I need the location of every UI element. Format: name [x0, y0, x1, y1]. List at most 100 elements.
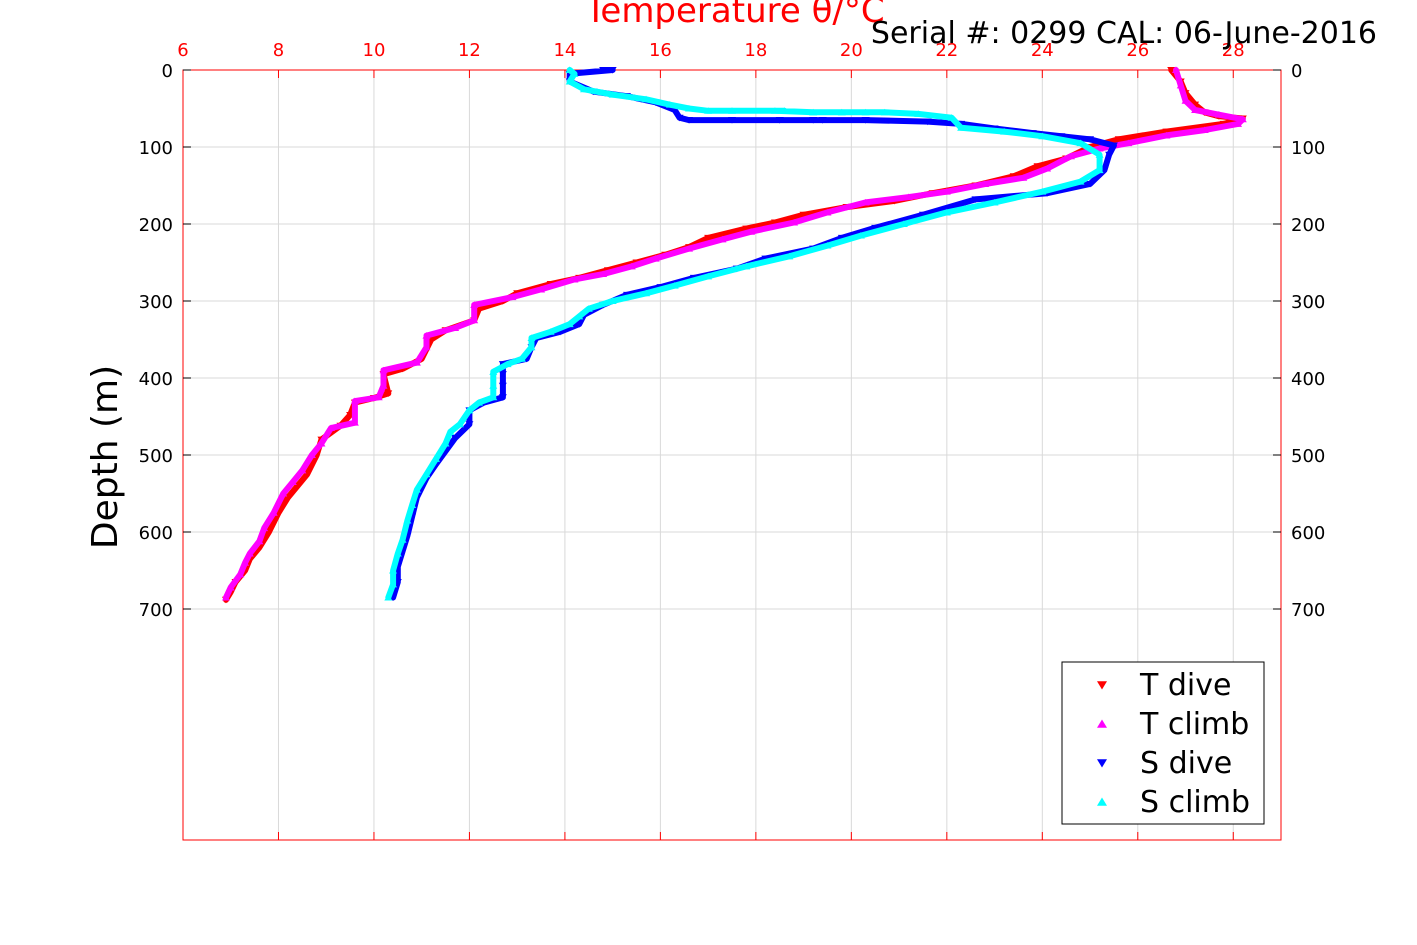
data-point-3-57 [642, 95, 651, 103]
y-tick-label-left-7: 700 [139, 600, 173, 621]
data-point-3-19 [517, 355, 526, 362]
data-point-3-44 [957, 124, 966, 131]
data-point-2-20 [1086, 136, 1095, 143]
data-point-1-11 [307, 451, 316, 458]
data-point-0-3 [1191, 101, 1200, 109]
x-tick-label-4: 14 [553, 40, 576, 61]
data-point-3-37 [1038, 188, 1047, 195]
data-point-1-27 [570, 275, 579, 283]
data-point-3-62 [565, 66, 574, 73]
data-point-2-12 [809, 117, 818, 124]
x-tick-label-0: 6 [177, 40, 188, 61]
data-point-1-25 [508, 293, 517, 301]
data-point-3-53 [728, 107, 736, 114]
data-point-2-44 [498, 371, 507, 378]
data-point-2-38 [575, 321, 584, 328]
data-point-1-31 [685, 245, 694, 252]
x-tick-label-7: 20 [840, 40, 863, 61]
data-point-1-29 [627, 262, 636, 270]
y-tick-label-left-6: 600 [139, 523, 173, 544]
data-point-3-22 [546, 328, 555, 335]
data-point-1-24 [470, 301, 479, 308]
data-point-1-18 [379, 366, 388, 374]
data-point-1-4 [245, 549, 254, 557]
data-point-1-10 [298, 466, 307, 474]
data-point-1-0 [221, 593, 230, 601]
data-series [221, 66, 1247, 604]
data-point-1-1 [226, 583, 235, 591]
data-point-2-13 [818, 117, 827, 124]
data-point-2-29 [837, 234, 846, 242]
data-point-2-24 [1086, 180, 1095, 188]
y-tick-label-right-7: 700 [1291, 600, 1325, 621]
x-tick-label-5: 16 [649, 40, 672, 61]
x-tick-label-9: 24 [1031, 40, 1054, 61]
data-point-3-28 [670, 282, 679, 289]
y-tick-label-left-0: 0 [162, 61, 173, 82]
x-tick-label-11: 28 [1222, 40, 1245, 61]
data-point-1-6 [260, 524, 269, 532]
legend-marker-2 [1097, 759, 1107, 768]
data-point-3-59 [580, 85, 589, 93]
x-tick-label-1: 8 [273, 40, 284, 61]
data-point-1-14 [350, 419, 359, 426]
data-point-2-14 [861, 117, 870, 124]
data-point-1-8 [279, 489, 288, 497]
data-point-0-20 [742, 225, 751, 233]
data-point-3-1 [389, 580, 398, 588]
data-point-1-19 [412, 359, 421, 366]
data-point-1-28 [599, 270, 608, 278]
serial-calibration-label: Serial #: 0299 CAL: 06-June-2016 [871, 16, 1377, 51]
data-point-3-0 [384, 593, 393, 601]
data-point-1-36 [861, 198, 870, 206]
data-point-1-42 [1066, 152, 1075, 160]
data-point-1-23 [470, 316, 479, 324]
data-point-3-46 [914, 110, 923, 117]
x-axis-title: Temperature θ/°C [584, 0, 884, 31]
data-point-3-2 [389, 566, 398, 574]
data-point-1-39 [981, 180, 990, 187]
y-tick-label-right-2: 200 [1291, 215, 1325, 236]
x-tick-label-8: 22 [935, 40, 958, 61]
y-tick-label-left-4: 400 [139, 369, 173, 390]
data-point-1-20 [422, 343, 431, 351]
data-point-1-52 [1176, 81, 1185, 89]
data-point-3-50 [809, 108, 818, 116]
data-point-3-33 [856, 231, 865, 239]
data-point-0-19 [770, 219, 779, 227]
data-point-2-27 [918, 211, 927, 219]
legend-label-3: S climb [1140, 785, 1250, 820]
data-point-3-25 [584, 305, 593, 312]
data-point-3-7 [412, 486, 421, 493]
data-point-3-12 [455, 420, 464, 428]
y-tick-label-right-4: 400 [1291, 369, 1325, 390]
legend-label-0: T dive [1139, 668, 1231, 703]
data-point-3-52 [780, 107, 789, 114]
data-point-1-15 [350, 397, 359, 405]
data-point-1-40 [1019, 174, 1028, 181]
data-point-2-21 [1109, 142, 1118, 150]
data-point-0-12 [1033, 163, 1042, 170]
data-point-3-61 [570, 70, 579, 77]
data-point-1-45 [1162, 131, 1171, 139]
y-axis-title: Depth (m) [85, 365, 126, 549]
data-point-1-44 [1124, 139, 1133, 147]
data-point-1-50 [1191, 106, 1200, 114]
data-point-2-10 [728, 117, 736, 124]
data-point-3-36 [990, 198, 999, 206]
data-point-2-11 [775, 117, 784, 124]
x-tick-label-6: 18 [744, 40, 767, 61]
y-tick-label-right-6: 600 [1291, 523, 1325, 544]
data-point-3-41 [1076, 139, 1085, 147]
data-point-2-26 [971, 196, 980, 203]
data-point-2-49 [465, 421, 474, 428]
data-point-1-38 [942, 188, 951, 195]
data-point-1-41 [1043, 164, 1052, 172]
data-point-2-22 [1105, 151, 1114, 159]
data-point-2-28 [871, 224, 880, 232]
data-point-1-5 [255, 537, 264, 545]
legend-marker-0 [1097, 681, 1107, 690]
data-point-0-0 [1167, 67, 1176, 74]
data-point-3-31 [785, 252, 794, 260]
data-point-3-54 [704, 107, 713, 114]
